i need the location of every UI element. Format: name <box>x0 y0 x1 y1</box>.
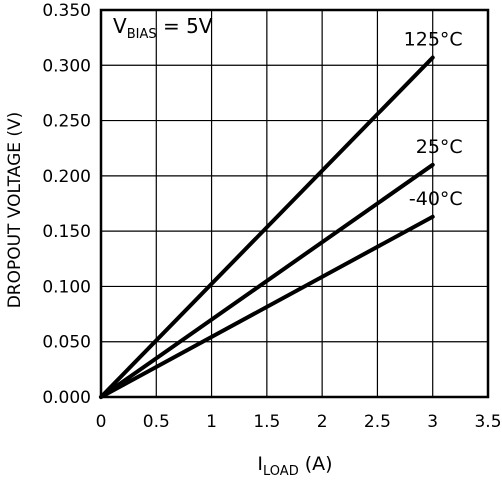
series-label: 125°C <box>404 29 463 51</box>
x-tick-label: 0.5 <box>143 412 170 432</box>
x-axis-label: ILOAD (A) <box>257 453 332 479</box>
x-tick-label: 2 <box>317 412 328 432</box>
y-tick-label: 0.200 <box>42 167 91 187</box>
series-line <box>99 55 435 399</box>
y-tick-label: 0.250 <box>42 112 91 132</box>
series-label: -40°C <box>409 188 463 210</box>
y-tick-label: 0.100 <box>42 277 91 297</box>
series-label: 25°C <box>416 136 463 158</box>
vbias-annotation: VBIAS = 5V <box>113 14 213 42</box>
x-tick-label: 3.5 <box>474 412 501 432</box>
x-tick-label: 0 <box>96 412 107 432</box>
y-tick-label: 0.000 <box>42 388 91 408</box>
plot-frame <box>99 8 490 399</box>
series-line <box>99 214 435 399</box>
x-tick-label: 1.5 <box>253 412 280 432</box>
x-tick-label: 1 <box>206 412 217 432</box>
y-tick-labels: 0.000 0.050 0.100 0.150 0.200 0.250 0.300 0.350 <box>42 1 91 408</box>
series-lines <box>99 55 435 399</box>
y-tick-label: 0.350 <box>42 1 91 21</box>
series-labels: 125°C 25°C -40°C <box>404 29 463 210</box>
y-tick-label: 0.050 <box>42 333 91 353</box>
y-tick-label: 0.150 <box>42 222 91 242</box>
series-line <box>99 162 435 399</box>
x-tick-label: 3 <box>427 412 438 432</box>
x-tick-label: 2.5 <box>364 412 391 432</box>
y-axis-label: DROPOUT VOLTAGE (V) <box>5 112 25 309</box>
x-tick-labels: 0 0.5 1 1.5 2 2.5 3 3.5 <box>96 412 502 432</box>
y-tick-label: 0.300 <box>42 56 91 76</box>
